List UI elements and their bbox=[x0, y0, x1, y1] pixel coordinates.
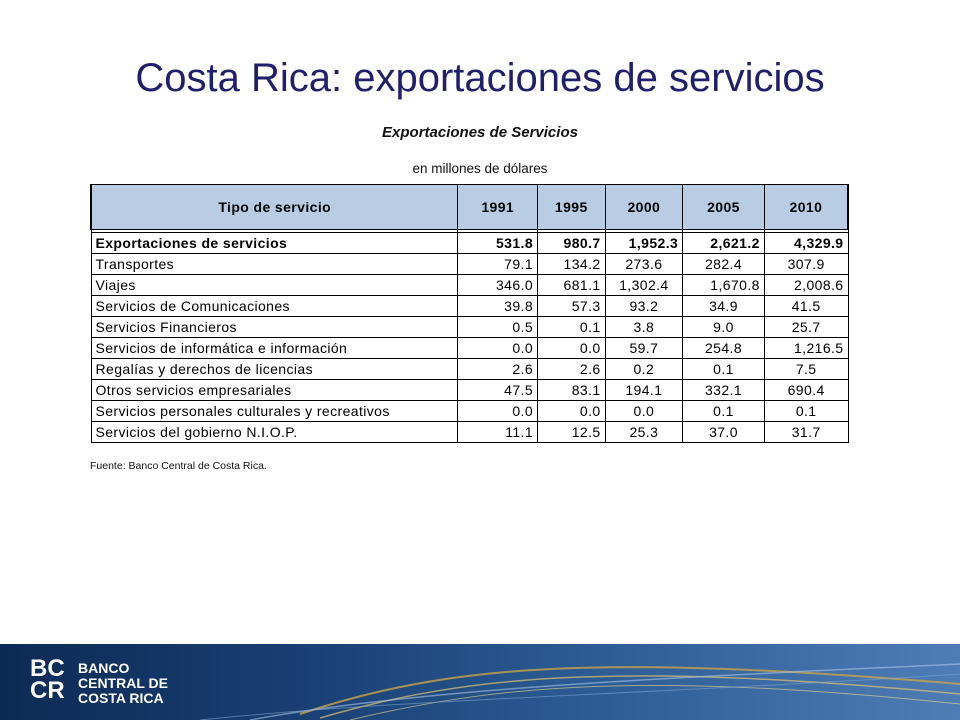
row-value: 346.0 bbox=[457, 274, 539, 296]
source-note: Fuente: Banco Central de Costa Rica. bbox=[90, 460, 267, 472]
row-value: 2,621.2 bbox=[682, 232, 765, 254]
row-value: 47.5 bbox=[457, 379, 539, 401]
table-row: Transportes 79.1 134.2 273.6 282.4 307.9 bbox=[90, 253, 849, 275]
header-tipo-servicio: Tipo de servicio bbox=[90, 184, 459, 230]
services-table: Tipo de servicio 1991 1995 2000 2005 201… bbox=[90, 184, 849, 443]
row-value: 37.0 bbox=[682, 421, 765, 443]
row-value: 194.1 bbox=[604, 379, 684, 401]
table-row: Otros servicios empresariales 47.5 83.1 194… bbox=[90, 379, 849, 401]
table-row: Regalías y derechos de licencias 2.6 2.6 0.… bbox=[90, 358, 849, 380]
bccr-logo-text: BANCO CENTRAL DE COSTA RICA bbox=[78, 660, 168, 706]
table-row: Viajes 346.0 681.1 1,302.4 1,670.8 2,008.6 bbox=[90, 274, 849, 296]
row-value: 12.5 bbox=[537, 421, 606, 443]
row-value: 59.7 bbox=[604, 337, 684, 359]
row-value: 31.7 bbox=[763, 421, 849, 443]
row-label: Servicios del gobierno N.I.O.P. bbox=[90, 421, 459, 443]
row-label: Viajes bbox=[90, 274, 459, 296]
table-subtitle: en millones de dólares bbox=[412, 161, 548, 176]
row-value: 531.8 bbox=[457, 232, 539, 254]
row-value: 39.8 bbox=[457, 295, 539, 317]
row-value: 3.8 bbox=[604, 316, 684, 338]
header-2010: 2010 bbox=[763, 184, 849, 230]
row-value: 332.1 bbox=[682, 379, 765, 401]
footer-waves-graphic bbox=[199, 663, 960, 720]
row-value: 0.0 bbox=[604, 400, 684, 422]
row-value: 25.3 bbox=[604, 421, 684, 443]
row-value: 0.1 bbox=[763, 400, 849, 422]
header-2005: 2005 bbox=[682, 184, 765, 230]
row-value: 25.7 bbox=[763, 316, 849, 338]
row-value: 254.8 bbox=[682, 337, 765, 359]
table-header-row: Tipo de servicio 1991 1995 2000 2005 201… bbox=[90, 184, 849, 230]
row-label: Exportaciones de servicios bbox=[90, 232, 459, 254]
table-row: Exportaciones de servicios 531.8 980.7 1,95… bbox=[90, 232, 849, 254]
row-value: 134.2 bbox=[537, 253, 606, 275]
row-value: 0.0 bbox=[457, 400, 539, 422]
row-value: 0.1 bbox=[682, 358, 765, 380]
row-value: 0.0 bbox=[457, 337, 539, 359]
row-value: 93.2 bbox=[604, 295, 684, 317]
row-label: Otros servicios empresariales bbox=[90, 379, 459, 401]
header-1991: 1991 bbox=[457, 184, 539, 230]
row-value: 690.4 bbox=[763, 379, 849, 401]
row-label: Servicios de Comunicaciones bbox=[90, 295, 459, 317]
slide-title: Costa Rica: exportaciones de servicios bbox=[135, 56, 825, 100]
row-label: Regalías y derechos de licencias bbox=[90, 358, 459, 380]
row-value: 0.1 bbox=[537, 316, 606, 338]
row-value: 0.1 bbox=[682, 400, 765, 422]
header-2000: 2000 bbox=[604, 184, 684, 230]
bccr-logo: BC CR BANCO CENTRAL DE COSTA RICA bbox=[30, 655, 190, 710]
row-value: 980.7 bbox=[537, 232, 606, 254]
table-row: Servicios Financieros 0.5 0.1 3.8 9.0 25.7 bbox=[90, 316, 849, 338]
table-spacer-row bbox=[90, 229, 849, 233]
row-value: 0.0 bbox=[537, 400, 606, 422]
row-value: 0.0 bbox=[537, 337, 606, 359]
row-label: Transportes bbox=[90, 253, 459, 275]
table-row: Servicios de informática e información 0.… bbox=[90, 337, 849, 359]
row-value: 34.9 bbox=[682, 295, 765, 317]
row-value: 4,329.9 bbox=[763, 232, 849, 254]
row-value: 2.6 bbox=[537, 358, 606, 380]
footer-banner bbox=[0, 644, 960, 720]
row-value: 11.1 bbox=[457, 421, 539, 443]
row-value: 1,670.8 bbox=[682, 274, 765, 296]
row-value: 7.5 bbox=[763, 358, 849, 380]
row-value: 2,008.6 bbox=[763, 274, 849, 296]
row-value: 57.3 bbox=[537, 295, 606, 317]
row-value: 1,952.3 bbox=[604, 232, 684, 254]
row-value: 273.6 bbox=[604, 253, 684, 275]
row-label: Servicios Financieros bbox=[90, 316, 459, 338]
table-row: Servicios de Comunicaciones 39.8 57.3 93.2 3… bbox=[90, 295, 849, 317]
row-value: 83.1 bbox=[537, 379, 606, 401]
row-value: 9.0 bbox=[682, 316, 765, 338]
row-value: 1,216.5 bbox=[763, 337, 849, 359]
row-label: Servicios de informática e información bbox=[90, 337, 459, 359]
row-value: 307.9 bbox=[763, 253, 849, 275]
row-value: 1,302.4 bbox=[604, 274, 684, 296]
row-value: 2.6 bbox=[457, 358, 539, 380]
row-value: 681.1 bbox=[537, 274, 606, 296]
table-title: Exportaciones de Servicios bbox=[382, 124, 578, 141]
table-row: Servicios del gobierno N.I.O.P. 11.1 12.5 2… bbox=[90, 421, 849, 443]
table-row: Servicios personales culturales y recrea… bbox=[90, 400, 849, 422]
row-value: 79.1 bbox=[457, 253, 539, 275]
row-label: Servicios personales culturales y recrea… bbox=[90, 400, 459, 422]
row-value: 0.5 bbox=[457, 316, 539, 338]
row-value: 282.4 bbox=[682, 253, 765, 275]
row-value: 41.5 bbox=[763, 295, 849, 317]
bccr-logo-mark: BC CR bbox=[30, 655, 65, 704]
row-value: 0.2 bbox=[604, 358, 684, 380]
header-1995: 1995 bbox=[537, 184, 606, 230]
